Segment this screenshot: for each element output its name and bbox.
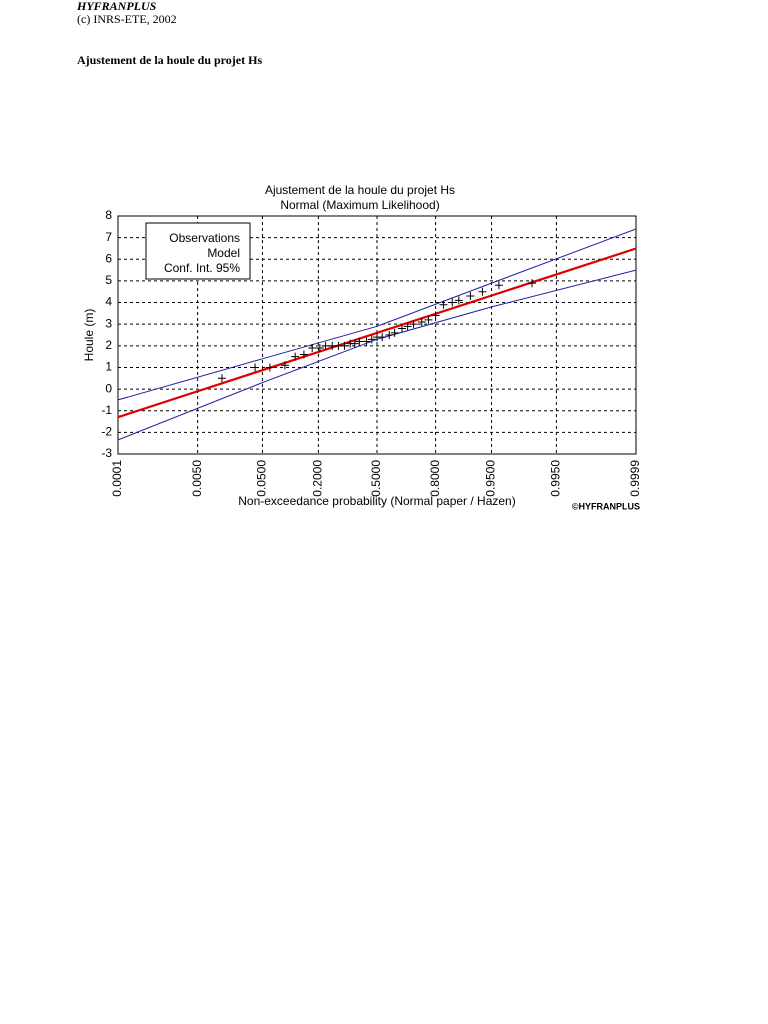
- y-tick-label: 2: [105, 338, 112, 352]
- observation: [280, 361, 289, 370]
- legend-entry: Observations: [169, 231, 240, 245]
- observation: [299, 350, 308, 359]
- observation: [291, 352, 300, 361]
- observation: [397, 324, 406, 333]
- credit: ©HYFRANPLUS: [572, 501, 640, 511]
- chart: Ajustement de la houle du projet Hs Norm…: [82, 183, 642, 511]
- confidence-line: [117, 228, 637, 401]
- x-tick-label: 0.8000: [428, 460, 442, 497]
- y-tick-label: -3: [101, 446, 112, 460]
- y-tick-label: 5: [105, 273, 112, 287]
- y-tick-label: 0: [105, 381, 112, 395]
- x-tick-label: 0.2000: [311, 460, 325, 497]
- observation: [439, 300, 448, 309]
- observation: [378, 333, 387, 342]
- plot-frame: [117, 215, 637, 455]
- observation: [217, 374, 226, 383]
- observation: [350, 339, 359, 348]
- chart-subtitle: Normal (Maximum Likelihood): [280, 198, 439, 212]
- x-tick-label: 0.0500: [255, 460, 269, 497]
- x-tick-label: 0.9950: [549, 460, 563, 497]
- observation: [403, 322, 412, 331]
- observation: [265, 363, 274, 372]
- observation: [355, 337, 364, 346]
- observation: [417, 318, 426, 327]
- x-tick-label: 0.0001: [110, 460, 124, 497]
- y-tick-label: 7: [105, 230, 112, 244]
- y-tick-label: 6: [105, 251, 112, 265]
- observation: [478, 287, 487, 296]
- chart-title: Ajustement de la houle du projet Hs: [265, 183, 455, 197]
- y-tick-label: 1: [105, 360, 112, 374]
- y-tick-label: -2: [101, 425, 112, 439]
- observation: [315, 343, 324, 352]
- x-tick-label: 0.5000: [369, 460, 383, 497]
- observation: [362, 337, 371, 346]
- copyright: (c) INRS-ETE, 2002: [77, 12, 177, 26]
- observation: [466, 292, 475, 301]
- y-axis-label: Houle (m): [82, 309, 96, 362]
- model-line: [117, 247, 637, 419]
- observation: [340, 341, 349, 350]
- observation: [390, 328, 399, 337]
- legend-entry: Conf. Int. 95%: [164, 261, 240, 275]
- y-tick-label: 3: [105, 316, 112, 330]
- observation: [251, 363, 260, 372]
- y-tick-label: 8: [105, 208, 112, 222]
- observation: [424, 315, 433, 324]
- observation: [308, 343, 317, 352]
- y-tick-label: 4: [105, 295, 112, 309]
- legend-entry: Model: [207, 246, 240, 260]
- x-tick-label: 0.0050: [190, 460, 204, 497]
- observation: [454, 296, 463, 305]
- observation: [385, 331, 394, 339]
- observation: [409, 320, 418, 329]
- observation: [448, 298, 457, 307]
- observation: [431, 311, 440, 320]
- y-tick-label: -1: [101, 403, 112, 417]
- x-axis-label: Non-exceedance probability (Normal paper…: [238, 494, 515, 508]
- legend-box: [145, 222, 251, 280]
- section-title: Ajustement de la houle du projet Hs: [77, 53, 263, 67]
- x-tick-label: 0.9500: [484, 460, 498, 497]
- x-tick-label: 0.9999: [628, 460, 642, 497]
- app-name: HYFRANPLUS: [77, 0, 157, 13]
- observation: [367, 335, 376, 344]
- observation: [528, 279, 537, 288]
- observation: [494, 281, 503, 290]
